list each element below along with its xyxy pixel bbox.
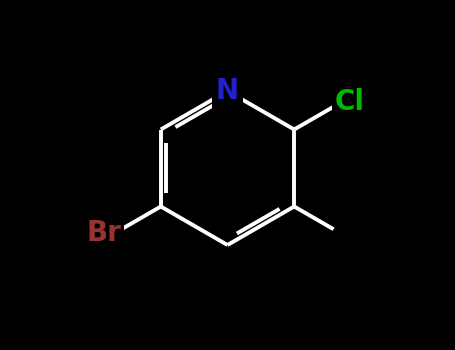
Text: Br: Br xyxy=(86,219,121,247)
Text: N: N xyxy=(216,77,239,105)
Text: Cl: Cl xyxy=(335,88,365,116)
